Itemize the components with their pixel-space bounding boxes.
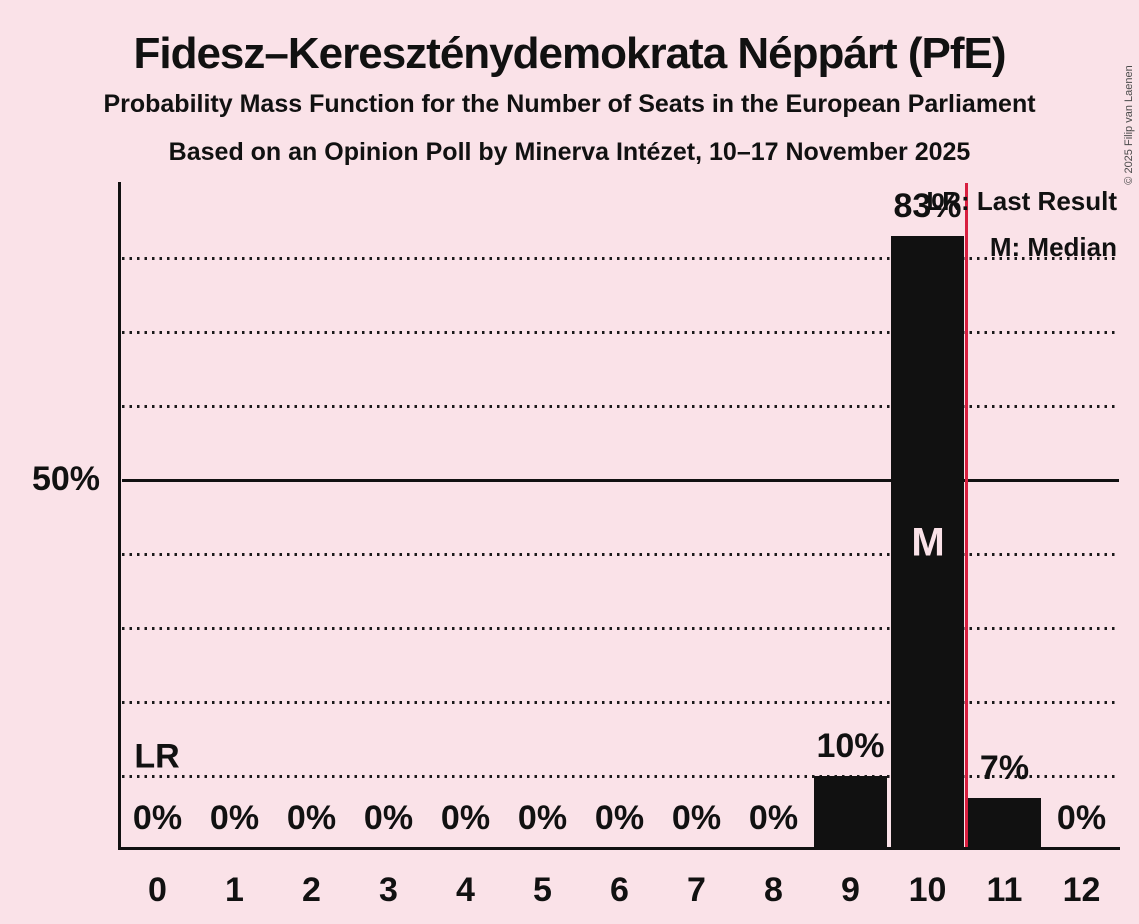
x-axis-label: 0: [148, 871, 167, 909]
x-axis-line: [118, 847, 1120, 850]
value-label: 0%: [132, 799, 183, 837]
bar: [968, 798, 1041, 850]
value-label: 10%: [816, 727, 885, 765]
gridline-50pct-solid: [122, 478, 1119, 482]
x-axis-label: 3: [379, 871, 398, 909]
x-axis-label: 2: [302, 871, 321, 909]
chart-title: Fidesz–Kereszténydemokrata Néppárt (PfE): [133, 29, 1006, 78]
value-label: 0%: [363, 799, 414, 837]
gridline-dotted: [122, 256, 1119, 260]
value-label: 0%: [517, 799, 568, 837]
value-label: 0%: [671, 799, 722, 837]
last-result-marker-label: LR: [134, 737, 180, 776]
x-axis-label: 9: [841, 871, 860, 909]
value-label: 0%: [1056, 799, 1107, 837]
gridline-dotted: [122, 404, 1119, 408]
x-axis-label: 1: [225, 871, 244, 909]
gridline-dotted: [122, 774, 1119, 778]
x-axis-label: 8: [764, 871, 783, 909]
x-axis-label: 5: [533, 871, 552, 909]
value-label: 0%: [209, 799, 260, 837]
chart-subtitle: Probability Mass Function for the Number…: [103, 90, 1036, 118]
x-axis-label: 12: [1062, 871, 1101, 909]
legend-median: M: Median: [989, 232, 1117, 262]
value-label: 0%: [594, 799, 645, 837]
gridline-dotted: [122, 626, 1119, 630]
value-label: 0%: [440, 799, 491, 837]
gridline-dotted: [122, 552, 1119, 556]
x-axis-label: 7: [687, 871, 706, 909]
value-label: 0%: [286, 799, 337, 837]
last-result-line: [964, 183, 968, 847]
copyright-notice: © 2025 Filip van Laenen: [1123, 65, 1135, 185]
bar: [814, 776, 887, 850]
x-axis-label: 10: [908, 871, 947, 909]
x-axis-label: 6: [610, 871, 629, 909]
value-label: 7%: [979, 749, 1030, 788]
gridline-dotted: [122, 700, 1119, 704]
chart-source: Based on an Opinion Poll by Minerva Inté…: [168, 138, 971, 166]
x-axis-label: 11: [986, 871, 1023, 909]
gridline-dotted: [122, 330, 1119, 334]
bar: [891, 235, 964, 850]
value-label: 83%: [893, 186, 962, 225]
y-axis-line: [118, 182, 121, 850]
legend-last-result: LR: Last Result: [926, 186, 1117, 216]
value-label: 0%: [748, 799, 799, 837]
median-marker-label: M: [911, 520, 945, 565]
x-axis-label: 4: [456, 871, 475, 909]
y-axis-tick-label: 50%: [31, 460, 100, 498]
